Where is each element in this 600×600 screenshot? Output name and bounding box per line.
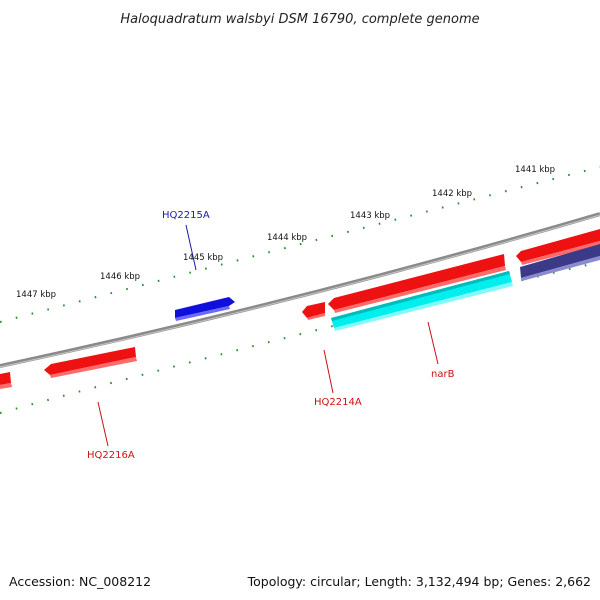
- map-title: Haloquadratum walsbyi DSM 16790, complet…: [120, 12, 479, 27]
- gene-right-navy[interactable]: [520, 244, 600, 281]
- tick-label-1444: 1444 kbp: [267, 233, 307, 243]
- tick-label-1443: 1443 kbp: [350, 211, 390, 221]
- topology-text: Topology: circular; Length: 3,132,494 bp…: [247, 574, 591, 589]
- tick-label-1445: 1445 kbp: [183, 253, 223, 263]
- gene-narb[interactable]: [331, 271, 513, 331]
- genome-backbone: [0, 212, 600, 368]
- gene-right-red[interactable]: [516, 229, 600, 265]
- gene-large-red[interactable]: [328, 254, 506, 313]
- inner-tick-track: [0, 261, 600, 414]
- gene-hq2215a[interactable]: [175, 297, 235, 321]
- gene-hq2214a-label: HQ2214A: [314, 397, 362, 408]
- tick-label-1441: 1441 kbp: [515, 165, 555, 175]
- gene-hq2215a-leader: [185, 224, 197, 271]
- gene-narb-label: narB: [431, 369, 455, 380]
- gene-narb-leader: [427, 321, 439, 365]
- gene-hq2216a-leader: [97, 401, 109, 447]
- gene-hq2215a-label: HQ2215A: [162, 210, 210, 221]
- gene-hq2216a-label: HQ2216A: [87, 450, 135, 461]
- gene-hq2214a-leader: [323, 349, 334, 394]
- gene-small-red[interactable]: [302, 302, 325, 320]
- gene-hq2216a[interactable]: [44, 347, 137, 378]
- tick-label-1447: 1447 kbp: [16, 290, 56, 300]
- gene-left-red[interactable]: [0, 372, 12, 389]
- accession-text: Accession: NC_008212: [9, 574, 151, 589]
- outer-tick-track: [0, 166, 600, 323]
- tick-label-1446: 1446 kbp: [100, 272, 140, 282]
- tick-label-1442: 1442 kbp: [432, 189, 472, 199]
